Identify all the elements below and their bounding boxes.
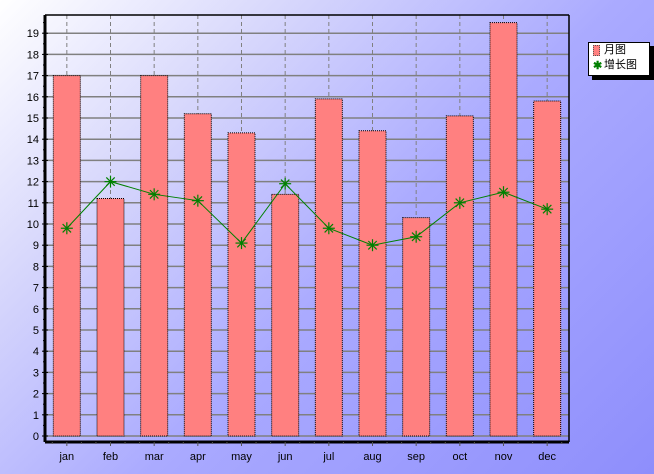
asterisk-marker-icon <box>235 237 248 250</box>
legend-item-bar: 月图 <box>589 43 649 58</box>
asterisk-marker-icon <box>497 186 510 199</box>
x-tick-label: sep <box>407 451 425 463</box>
asterisk-marker-icon <box>279 177 292 190</box>
x-tick-label: oct <box>452 451 467 463</box>
asterisk-marker-icon <box>366 239 379 252</box>
x-tick-label: apr <box>190 451 206 463</box>
y-tick-label: 6 <box>33 304 39 316</box>
y-tick-label: 16 <box>27 92 39 104</box>
bar-apr <box>183 113 212 437</box>
y-tick-label: 7 <box>33 283 39 295</box>
y-tick-label: 9 <box>33 240 39 252</box>
asterisk-marker-icon <box>191 194 204 207</box>
asterisk-marker-icon <box>453 196 466 209</box>
bar-aug <box>358 130 387 437</box>
legend-item-line: ✱ 增长图 <box>589 58 649 73</box>
x-tick-label: jan <box>58 451 74 463</box>
bar-may <box>227 132 256 437</box>
y-tick-label: 10 <box>27 219 39 231</box>
asterisk-marker-icon <box>104 175 117 188</box>
y-tick-label: 18 <box>27 49 39 61</box>
x-tick-label: dec <box>538 451 556 463</box>
asterisk-marker-icon: ✱ <box>593 59 603 72</box>
asterisk-marker-icon <box>60 222 73 235</box>
y-tick-label: 17 <box>27 71 39 83</box>
bar-mar <box>140 75 169 437</box>
y-tick-label: 12 <box>27 177 39 189</box>
x-tick-label: jul <box>322 451 334 463</box>
bar-dec <box>533 100 562 437</box>
x-tick-label: feb <box>103 451 118 463</box>
bar-jul <box>314 98 343 437</box>
bar-oct <box>445 115 474 437</box>
x-tick-label: may <box>231 451 252 463</box>
growth-line <box>66 181 548 246</box>
bar-series <box>52 22 562 437</box>
y-tick-label: 14 <box>27 134 39 146</box>
y-tick-label: 19 <box>27 28 39 40</box>
x-tick-label: jun <box>277 451 293 463</box>
bar-jan <box>52 75 81 437</box>
y-tick-label: 2 <box>33 389 39 401</box>
asterisk-marker-icon <box>322 222 335 235</box>
y-tick-label: 5 <box>33 325 39 337</box>
bar-swatch-icon <box>593 45 600 56</box>
line-series <box>60 175 554 252</box>
y-tick-label: 11 <box>28 198 39 210</box>
x-tick-label: mar <box>145 451 164 463</box>
legend-bar-label: 月图 <box>604 44 626 56</box>
legend-line-label: 增长图 <box>604 59 637 71</box>
bar-jun <box>271 193 300 437</box>
y-tick-label: 8 <box>33 261 39 273</box>
bar-feb <box>96 198 125 437</box>
y-tick-label: 13 <box>27 155 39 167</box>
y-tick-label: 3 <box>33 367 39 379</box>
y-tick-label: 15 <box>27 113 39 125</box>
y-tick-label: 4 <box>33 346 39 358</box>
x-tick-label: aug <box>363 451 381 463</box>
x-tick-label: nov <box>495 451 513 463</box>
bar-nov <box>489 22 518 437</box>
asterisk-marker-icon <box>541 203 554 216</box>
asterisk-marker-icon <box>410 230 423 243</box>
bar-sep <box>402 217 431 437</box>
y-tick-label: 1 <box>33 410 39 422</box>
y-tick-label: 0 <box>33 431 39 443</box>
asterisk-marker-icon <box>148 188 161 201</box>
legend: 月图 ✱ 增长图 <box>588 42 650 76</box>
